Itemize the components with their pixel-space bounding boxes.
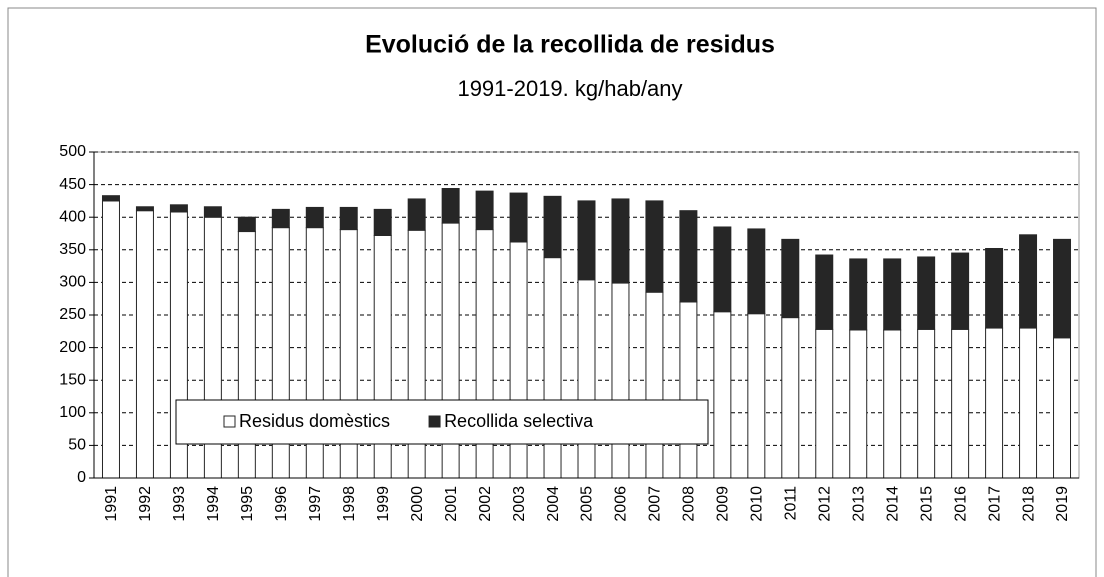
bar-segment — [271, 208, 290, 229]
x-tick-label: 1992 — [137, 486, 154, 522]
bar-segment — [135, 206, 154, 212]
x-tick-label: 2008 — [681, 486, 698, 522]
bar-segment — [441, 188, 460, 224]
bar-segment — [305, 206, 324, 229]
y-tick-label: 150 — [59, 371, 86, 388]
bar-segment — [849, 329, 868, 479]
legend-box — [175, 399, 709, 445]
x-tick-label: 2007 — [647, 486, 664, 522]
y-tick-label: 300 — [59, 274, 86, 291]
bar-segment — [645, 200, 664, 293]
y-tick-label: 100 — [59, 404, 86, 421]
bar-segment — [543, 257, 562, 479]
y-tick-label: 200 — [59, 339, 86, 356]
x-tick-label: 2005 — [579, 486, 596, 522]
x-tick-label: 1998 — [341, 486, 358, 522]
legend: Residus domèstics Recollida selectiva — [175, 399, 709, 445]
x-tick-label: 2003 — [511, 486, 528, 522]
bar-segment — [475, 190, 494, 231]
bar-segment — [373, 208, 392, 236]
bar-segment — [747, 228, 766, 315]
x-tick-label: 2017 — [986, 486, 1003, 522]
x-tick-label: 1997 — [307, 486, 324, 522]
x-tick-label: 1995 — [239, 486, 256, 522]
x-tick-label: 2011 — [783, 486, 800, 521]
x-tick-label: 2019 — [1054, 486, 1071, 522]
x-tick-label: 1996 — [273, 486, 290, 522]
bar-segment — [577, 200, 596, 281]
bar-segment — [1053, 238, 1072, 339]
bar-segment — [135, 210, 154, 479]
bar-segment — [713, 311, 732, 479]
x-tick-label: 1993 — [171, 486, 188, 522]
bar-segment — [679, 210, 698, 303]
x-tick-label: 2012 — [816, 486, 833, 522]
x-tick-label: 2016 — [952, 486, 969, 522]
chart-title: Evolució de la recollida de residus — [365, 31, 775, 59]
bar-segment — [237, 216, 256, 233]
bar-segment — [781, 317, 800, 479]
bar-segment — [169, 204, 188, 213]
bar-segment — [985, 327, 1004, 479]
x-tick-label: 2010 — [749, 486, 766, 522]
legend-swatch — [428, 415, 441, 428]
bar-segment — [849, 258, 868, 331]
bar-segment — [543, 195, 562, 259]
bar-segment — [203, 206, 222, 218]
bar-segment — [815, 254, 834, 330]
bar-segment — [815, 328, 834, 479]
bar-segment — [985, 247, 1004, 329]
bar-segment — [1053, 337, 1072, 479]
bar-segment — [883, 258, 902, 331]
bar-segment — [951, 328, 970, 479]
x-tick-label: 2009 — [715, 486, 732, 522]
bar-segment — [883, 329, 902, 479]
x-tick-label: 1999 — [375, 486, 392, 522]
chart-subtitle: 1991-2019. kg/hab/any — [457, 76, 682, 101]
x-tick-label: 2018 — [1020, 486, 1037, 522]
bar-segment — [917, 328, 936, 479]
y-tick-label: 50 — [68, 437, 86, 454]
legend-label: Recollida selectiva — [444, 411, 594, 431]
legend-label: Residus domèstics — [239, 411, 390, 431]
y-tick-label: 350 — [59, 241, 86, 258]
y-tick-label: 450 — [59, 176, 86, 193]
x-tick-label: 2014 — [884, 486, 901, 522]
bar-segment — [781, 238, 800, 319]
x-tick-label: 2006 — [613, 486, 630, 522]
x-tick-label: 2004 — [545, 486, 562, 522]
x-tick-label: 2000 — [409, 486, 426, 522]
y-tick-label: 250 — [59, 306, 86, 323]
y-tick-label: 0 — [77, 469, 86, 486]
bar-segment — [101, 200, 120, 479]
bar-segment — [339, 206, 358, 231]
bar-segment — [917, 256, 936, 330]
bar-segment — [1019, 234, 1038, 329]
bar-segment — [101, 195, 120, 202]
bar-segment — [509, 192, 528, 243]
bar-segment — [645, 291, 664, 479]
x-tick-label: 1991 — [103, 486, 120, 522]
bar-segment — [747, 313, 766, 479]
x-tick-label: 2015 — [918, 486, 935, 522]
y-tick-label: 400 — [59, 208, 86, 225]
x-tick-label: 2013 — [850, 486, 867, 522]
bar-segment — [951, 252, 970, 330]
bar-segment — [679, 301, 698, 479]
x-tick-label: 2002 — [477, 486, 494, 522]
bar-segment — [713, 226, 732, 313]
bar-segment — [1019, 327, 1038, 479]
bar-segment — [577, 279, 596, 479]
legend-swatch — [223, 415, 236, 428]
y-tick-label: 500 — [59, 143, 86, 160]
bar-segment — [611, 198, 630, 284]
x-tick-label: 2001 — [443, 486, 460, 522]
bar-segment — [407, 198, 426, 231]
x-tick-label: 1994 — [205, 486, 222, 522]
bar-segment — [611, 282, 630, 479]
